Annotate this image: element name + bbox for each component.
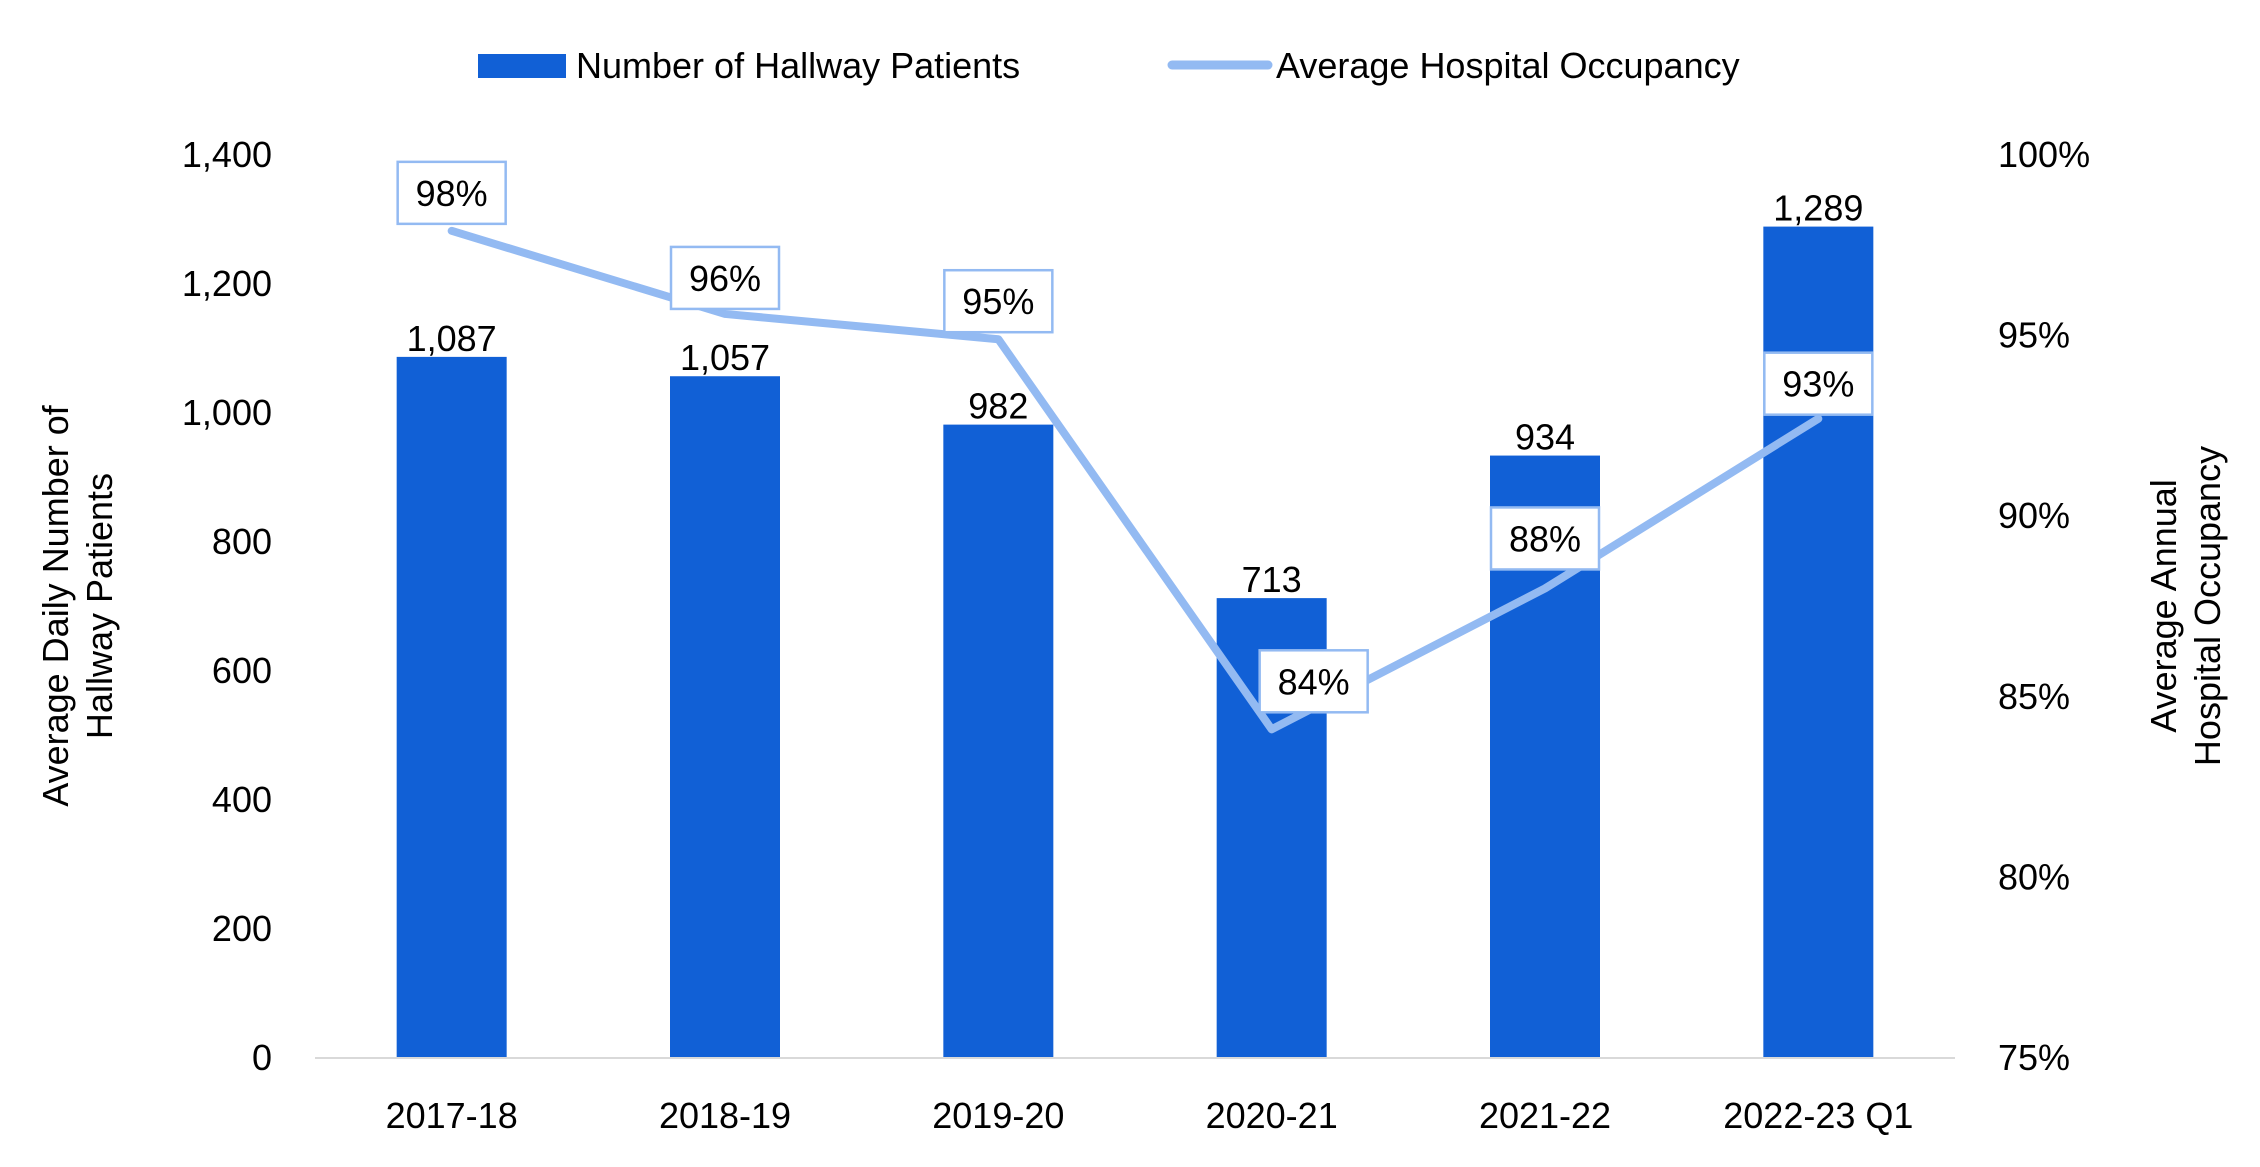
right-axis-title-line: Hospital Occupancy bbox=[2187, 446, 2228, 766]
right-axis: 75% 80% 85% 90% 95% 100% Average AnnualHospita… bbox=[1998, 134, 2228, 1078]
occupancy-label-box bbox=[669, 245, 781, 311]
left-axis-title-line: Average Daily Number of bbox=[35, 404, 76, 807]
x-axis-tick-label: 2018-19 bbox=[659, 1095, 791, 1136]
bar bbox=[670, 376, 780, 1058]
line-data-labels: 98% 96% 95% 84% 88% 93% bbox=[396, 160, 1874, 714]
bar-value-label: 713 bbox=[1242, 559, 1302, 600]
bar-value-label: 1,087 bbox=[407, 318, 497, 359]
right-axis-tick-label: 90% bbox=[1998, 495, 2070, 536]
left-axis-title: Average Daily Number ofHallway Patients bbox=[35, 404, 120, 807]
right-axis-tick-label: 85% bbox=[1998, 676, 2070, 717]
left-axis-tick-label: 1,200 bbox=[182, 263, 272, 304]
left-axis-tick-label: 800 bbox=[212, 521, 272, 562]
occupancy-label-box bbox=[1258, 649, 1369, 714]
x-axis-tick-label: 2022-23 Q1 bbox=[1723, 1095, 1913, 1136]
occupancy-line bbox=[447, 226, 1823, 734]
line-series bbox=[447, 226, 1823, 734]
x-axis-tick-label: 2017-18 bbox=[386, 1095, 518, 1136]
occupancy-value-label: 98% bbox=[416, 173, 488, 214]
right-axis-tick-label: 75% bbox=[1998, 1037, 2070, 1078]
occupancy-label-box bbox=[943, 268, 1054, 334]
left-axis-tick-label: 1,000 bbox=[182, 392, 272, 433]
occupancy-value-label: 84% bbox=[1278, 661, 1350, 702]
occupancy-value-label: 96% bbox=[689, 258, 761, 299]
left-axis-tick-label: 400 bbox=[212, 779, 272, 820]
left-axis-tick-label: 1,400 bbox=[182, 134, 272, 175]
legend-label-line: Average Hospital Occupancy bbox=[1276, 45, 1740, 86]
left-axis-tick-label: 0 bbox=[252, 1037, 272, 1078]
occupancy-value-label: 93% bbox=[1782, 364, 1854, 405]
bar bbox=[396, 356, 507, 1058]
legend-label-bars: Number of Hallway Patients bbox=[576, 45, 1020, 86]
right-axis-tick-label: 100% bbox=[1998, 134, 2090, 175]
right-axis-title-line: Average Annual bbox=[2143, 479, 2184, 733]
bar bbox=[1763, 226, 1874, 1059]
bar-data-labels: 1,087 1,057 982 713 934 1,289 bbox=[407, 188, 1864, 601]
right-axis-title: Average AnnualHospital Occupancy bbox=[2143, 446, 2228, 766]
right-axis-tick-label: 80% bbox=[1998, 856, 2070, 897]
bar-value-label: 982 bbox=[968, 386, 1028, 427]
left-axis: 0 200 400 600 800 1,000 1,200 1,400 Average Dail… bbox=[35, 134, 272, 1078]
bar-series bbox=[396, 226, 1874, 1059]
occupancy-value-label: 88% bbox=[1509, 518, 1581, 559]
right-axis-tick-label: 95% bbox=[1998, 315, 2070, 356]
bar bbox=[943, 424, 1054, 1058]
x-axis-tick-label: 2020-21 bbox=[1206, 1095, 1338, 1136]
left-axis-tick-label: 200 bbox=[212, 908, 272, 949]
left-axis-tick-label: 600 bbox=[212, 650, 272, 691]
bar-value-label: 1,057 bbox=[680, 337, 770, 378]
bar-value-label: 1,289 bbox=[1773, 188, 1863, 229]
occupancy-label-box bbox=[396, 160, 507, 226]
legend: Number of Hallway Patients Average Hospit… bbox=[478, 45, 1740, 86]
occupancy-label-box bbox=[1489, 506, 1601, 571]
x-axis-tick-label: 2021-22 bbox=[1479, 1095, 1611, 1136]
left-axis-title-line: Hallway Patients bbox=[79, 473, 120, 739]
legend-swatch-bars bbox=[478, 54, 566, 78]
occupancy-label-box bbox=[1763, 351, 1874, 416]
x-axis-tick-label: 2019-20 bbox=[932, 1095, 1064, 1136]
occupancy-value-label: 95% bbox=[962, 281, 1034, 322]
x-axis: 2017-18 2018-19 2019-20 2020-21 2021-22 2022-… bbox=[315, 1057, 1955, 1136]
bar-value-label: 934 bbox=[1515, 417, 1575, 458]
